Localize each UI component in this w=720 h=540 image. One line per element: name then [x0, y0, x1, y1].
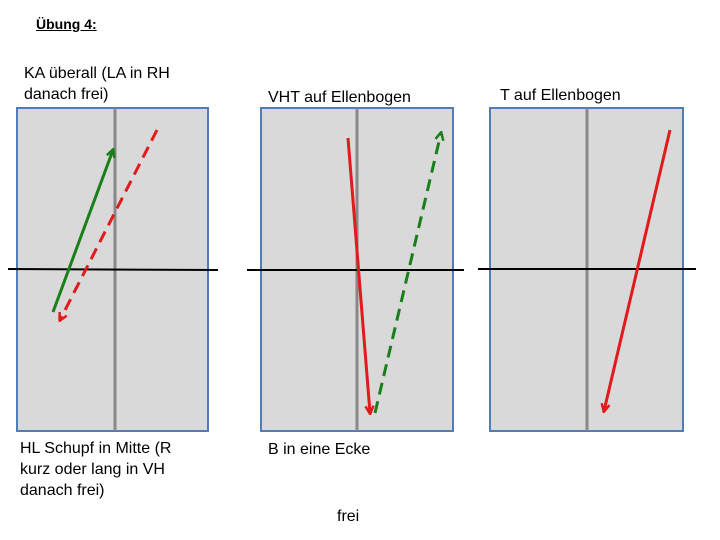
exercise-title: Übung 4:	[36, 16, 97, 32]
diagram-2-bottom-label: B in eine Ecke	[268, 441, 371, 458]
diagram-3	[478, 107, 696, 432]
diagram-2-top-label: VHT auf Ellenbogen	[268, 89, 411, 106]
diagram-1-bottom-label: HL Schupf in Mitte (R kurz oder lang in …	[20, 440, 172, 499]
table-1-net	[7, 268, 219, 271]
diagram-2-arrow-red-solid	[346, 137, 370, 413]
diagram-1-arrow-red-dashed	[60, 129, 159, 320]
diagram-3-top-label: T auf Ellenbogen	[500, 87, 621, 104]
diagram-3-arrow-red-solid	[604, 129, 672, 411]
diagram-2	[247, 107, 464, 432]
diagram-2-arrow-green-dashed	[373, 133, 441, 414]
diagram-1-top-label: KA überall (LA in RH danach frei)	[24, 65, 170, 103]
diagram-1-arrow-green-solid	[51, 150, 113, 313]
diagram-1	[7, 107, 219, 432]
footer-label: frei	[337, 508, 360, 525]
